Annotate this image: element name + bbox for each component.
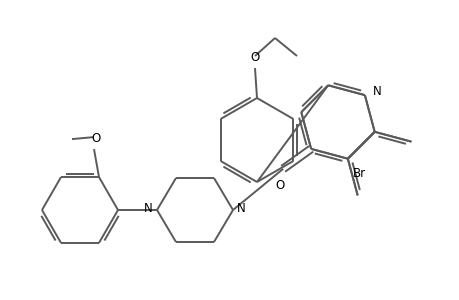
Text: Br: Br [352,167,365,180]
Text: N: N [372,85,381,98]
Text: O: O [250,51,259,64]
Text: N: N [144,202,153,214]
Text: O: O [275,179,284,192]
Text: O: O [91,132,101,145]
Text: N: N [236,202,245,214]
